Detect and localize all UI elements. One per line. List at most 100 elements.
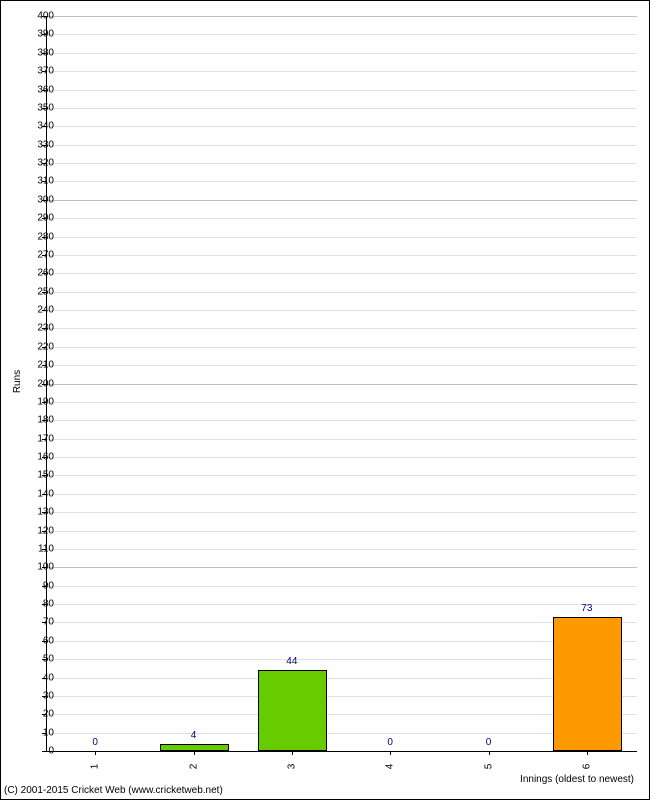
- y-tick-label: 380: [24, 47, 54, 58]
- y-tick-label: 270: [24, 249, 54, 260]
- grid-line: [47, 696, 637, 697]
- x-tick-mark: [390, 751, 391, 755]
- y-tick-label: 390: [24, 29, 54, 40]
- grid-line: [47, 512, 637, 513]
- grid-line: [47, 255, 637, 256]
- y-tick-label: 150: [24, 470, 54, 481]
- x-tick-label: 6: [581, 764, 592, 770]
- y-tick-label: 120: [24, 525, 54, 536]
- grid-line: [47, 475, 637, 476]
- grid-line: [47, 586, 637, 587]
- y-tick-label: 250: [24, 286, 54, 297]
- bar: [553, 617, 622, 751]
- bar-value-label: 0: [387, 737, 393, 748]
- grid-line: [47, 273, 637, 274]
- y-tick-label: 80: [24, 599, 54, 610]
- grid-line: [47, 218, 637, 219]
- bar-value-label: 0: [92, 737, 98, 748]
- grid-line: [47, 53, 637, 54]
- y-tick-label: 10: [24, 727, 54, 738]
- y-tick-label: 230: [24, 323, 54, 334]
- x-tick-mark: [194, 751, 195, 755]
- grid-line: [47, 365, 637, 366]
- grid-line: [47, 531, 637, 532]
- grid-line: [47, 402, 637, 403]
- bar: [258, 670, 327, 751]
- x-tick-mark: [489, 751, 490, 755]
- y-tick-label: 190: [24, 396, 54, 407]
- y-tick-label: 100: [24, 562, 54, 573]
- y-tick-label: 310: [24, 176, 54, 187]
- y-tick-label: 50: [24, 654, 54, 665]
- grid-line: [47, 549, 637, 550]
- y-tick-label: 170: [24, 433, 54, 444]
- y-tick-label: 0: [24, 746, 54, 757]
- grid-line: [47, 181, 637, 182]
- y-tick-label: 220: [24, 341, 54, 352]
- grid-line: [47, 622, 637, 623]
- grid-line: [47, 16, 637, 17]
- y-tick-label: 210: [24, 360, 54, 371]
- y-axis-label: Runs: [12, 370, 23, 393]
- grid-line: [47, 457, 637, 458]
- grid-line: [47, 347, 637, 348]
- x-axis-label: Innings (oldest to newest): [520, 774, 634, 785]
- y-tick-label: 60: [24, 635, 54, 646]
- y-tick-label: 300: [24, 194, 54, 205]
- bar-value-label: 4: [191, 730, 197, 741]
- y-tick-label: 370: [24, 66, 54, 77]
- y-tick-label: 320: [24, 158, 54, 169]
- y-tick-label: 90: [24, 580, 54, 591]
- grid-line: [47, 494, 637, 495]
- grid-line: [47, 237, 637, 238]
- bar: [160, 744, 229, 751]
- y-tick-label: 30: [24, 690, 54, 701]
- y-tick-label: 400: [24, 11, 54, 22]
- y-tick-label: 180: [24, 415, 54, 426]
- grid-line: [47, 659, 637, 660]
- x-tick-label: 5: [483, 764, 494, 770]
- grid-line: [47, 733, 637, 734]
- grid-line: [47, 90, 637, 91]
- grid-line: [47, 310, 637, 311]
- y-tick-label: 360: [24, 84, 54, 95]
- grid-line: [47, 641, 637, 642]
- bar-value-label: 73: [581, 603, 592, 614]
- x-tick-mark: [587, 751, 588, 755]
- grid-line: [47, 163, 637, 164]
- y-tick-label: 70: [24, 617, 54, 628]
- x-tick-label: 4: [385, 764, 396, 770]
- y-tick-label: 20: [24, 709, 54, 720]
- y-tick-label: 340: [24, 121, 54, 132]
- chart-container: Runs Innings (oldest to newest) (C) 2001…: [0, 0, 650, 800]
- grid-line: [47, 567, 637, 568]
- bar-value-label: 0: [486, 737, 492, 748]
- y-tick-label: 130: [24, 507, 54, 518]
- copyright-text: (C) 2001-2015 Cricket Web (www.cricketwe…: [4, 785, 223, 796]
- y-tick-label: 350: [24, 102, 54, 113]
- grid-line: [47, 71, 637, 72]
- y-tick-label: 290: [24, 213, 54, 224]
- grid-line: [47, 384, 637, 385]
- grid-line: [47, 439, 637, 440]
- grid-line: [47, 126, 637, 127]
- plot-area: [46, 16, 637, 752]
- y-tick-label: 160: [24, 452, 54, 463]
- y-tick-label: 280: [24, 231, 54, 242]
- x-tick-mark: [95, 751, 96, 755]
- grid-line: [47, 420, 637, 421]
- grid-line: [47, 714, 637, 715]
- grid-line: [47, 328, 637, 329]
- grid-line: [47, 145, 637, 146]
- bar-value-label: 44: [286, 656, 297, 667]
- y-tick-label: 330: [24, 139, 54, 150]
- grid-line: [47, 678, 637, 679]
- x-tick-label: 1: [90, 764, 101, 770]
- y-tick-label: 240: [24, 305, 54, 316]
- grid-line: [47, 34, 637, 35]
- y-tick-label: 260: [24, 268, 54, 279]
- y-tick-label: 110: [24, 543, 54, 554]
- y-tick-label: 200: [24, 378, 54, 389]
- x-tick-label: 2: [188, 764, 199, 770]
- y-tick-label: 140: [24, 488, 54, 499]
